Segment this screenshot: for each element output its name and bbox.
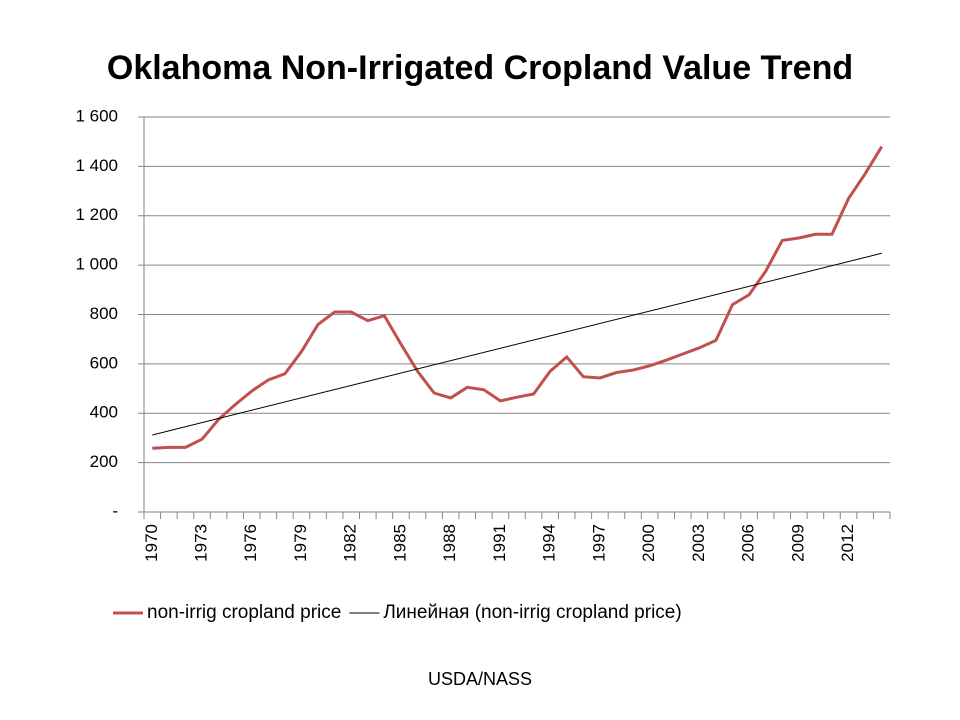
x-tick-label: 1991 <box>490 524 509 562</box>
x-tick-label: 1994 <box>540 524 559 562</box>
chart-title: Oklahoma Non-Irrigated Cropland Value Tr… <box>107 49 853 87</box>
series-line <box>152 252 882 436</box>
source: USDA/NASS <box>428 669 532 689</box>
y-tick-label: 1 400 <box>75 156 118 175</box>
y-tick-label: 200 <box>90 452 118 471</box>
y-tick-label: - <box>112 501 118 520</box>
x-tick-label: 1997 <box>589 524 608 562</box>
y-tick-label: 600 <box>90 353 118 372</box>
x-tick-label: 1970 <box>142 524 161 562</box>
x-tick-label: 2000 <box>639 524 658 562</box>
x-tick-label: 2009 <box>788 524 807 562</box>
x-tick-label: 1985 <box>390 524 409 562</box>
y-tick-label: 800 <box>90 304 118 323</box>
y-tick-label: 1 200 <box>75 205 118 224</box>
series-line <box>152 145 883 450</box>
legend-label: Линейная (non-irrig cropland price) <box>383 602 681 623</box>
x-tick-label: 1979 <box>291 524 310 562</box>
legend-label: non-irrig cropland price <box>147 602 341 623</box>
x-tick-label: 1976 <box>241 524 260 562</box>
y-tick-label: 1 600 <box>75 106 118 125</box>
x-tick-label: 1988 <box>440 524 459 562</box>
x-tick-label: 1982 <box>341 524 360 562</box>
x-tick-label: 2003 <box>689 524 708 562</box>
x-tick-label: 2006 <box>739 524 758 562</box>
y-tick-label: 400 <box>90 403 118 422</box>
x-tick-label: 2012 <box>838 524 857 562</box>
y-tick-label: 1 000 <box>75 255 118 274</box>
x-tick-label: 1973 <box>192 524 211 562</box>
